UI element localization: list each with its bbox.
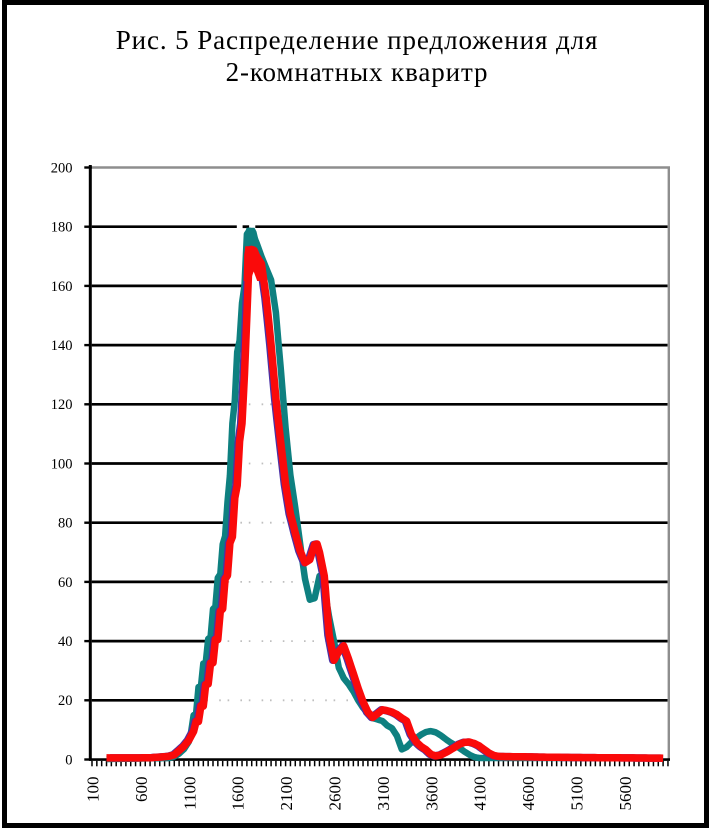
svg-text:4600: 4600 — [519, 777, 538, 811]
svg-text:80: 80 — [58, 516, 73, 532]
svg-text:0: 0 — [65, 752, 72, 768]
svg-text:3100: 3100 — [374, 777, 393, 811]
svg-text:100: 100 — [84, 777, 103, 803]
svg-text:20: 20 — [58, 693, 73, 709]
svg-text:2600: 2600 — [326, 777, 345, 811]
svg-text:5600: 5600 — [616, 777, 635, 811]
svg-text:180: 180 — [51, 220, 73, 236]
svg-text:600: 600 — [132, 777, 151, 803]
svg-text:Рис. 5 Распределение предложен: Рис. 5 Распределение предложения для — [116, 25, 599, 55]
svg-text:100: 100 — [51, 456, 73, 472]
svg-text:2-комнатных кваритр: 2-комнатных кваритр — [226, 57, 489, 87]
svg-text:120: 120 — [51, 397, 73, 413]
svg-text:140: 140 — [51, 338, 73, 354]
svg-text:40: 40 — [58, 634, 73, 650]
svg-text:1100: 1100 — [180, 777, 199, 810]
svg-text:2100: 2100 — [277, 777, 296, 811]
svg-text:1600: 1600 — [229, 777, 248, 811]
svg-text:5100: 5100 — [568, 777, 587, 811]
svg-text:160: 160 — [51, 279, 73, 295]
svg-text:3600: 3600 — [422, 777, 441, 811]
svg-text:4100: 4100 — [471, 777, 490, 811]
svg-text:60: 60 — [58, 575, 73, 591]
svg-text:200: 200 — [51, 160, 73, 176]
